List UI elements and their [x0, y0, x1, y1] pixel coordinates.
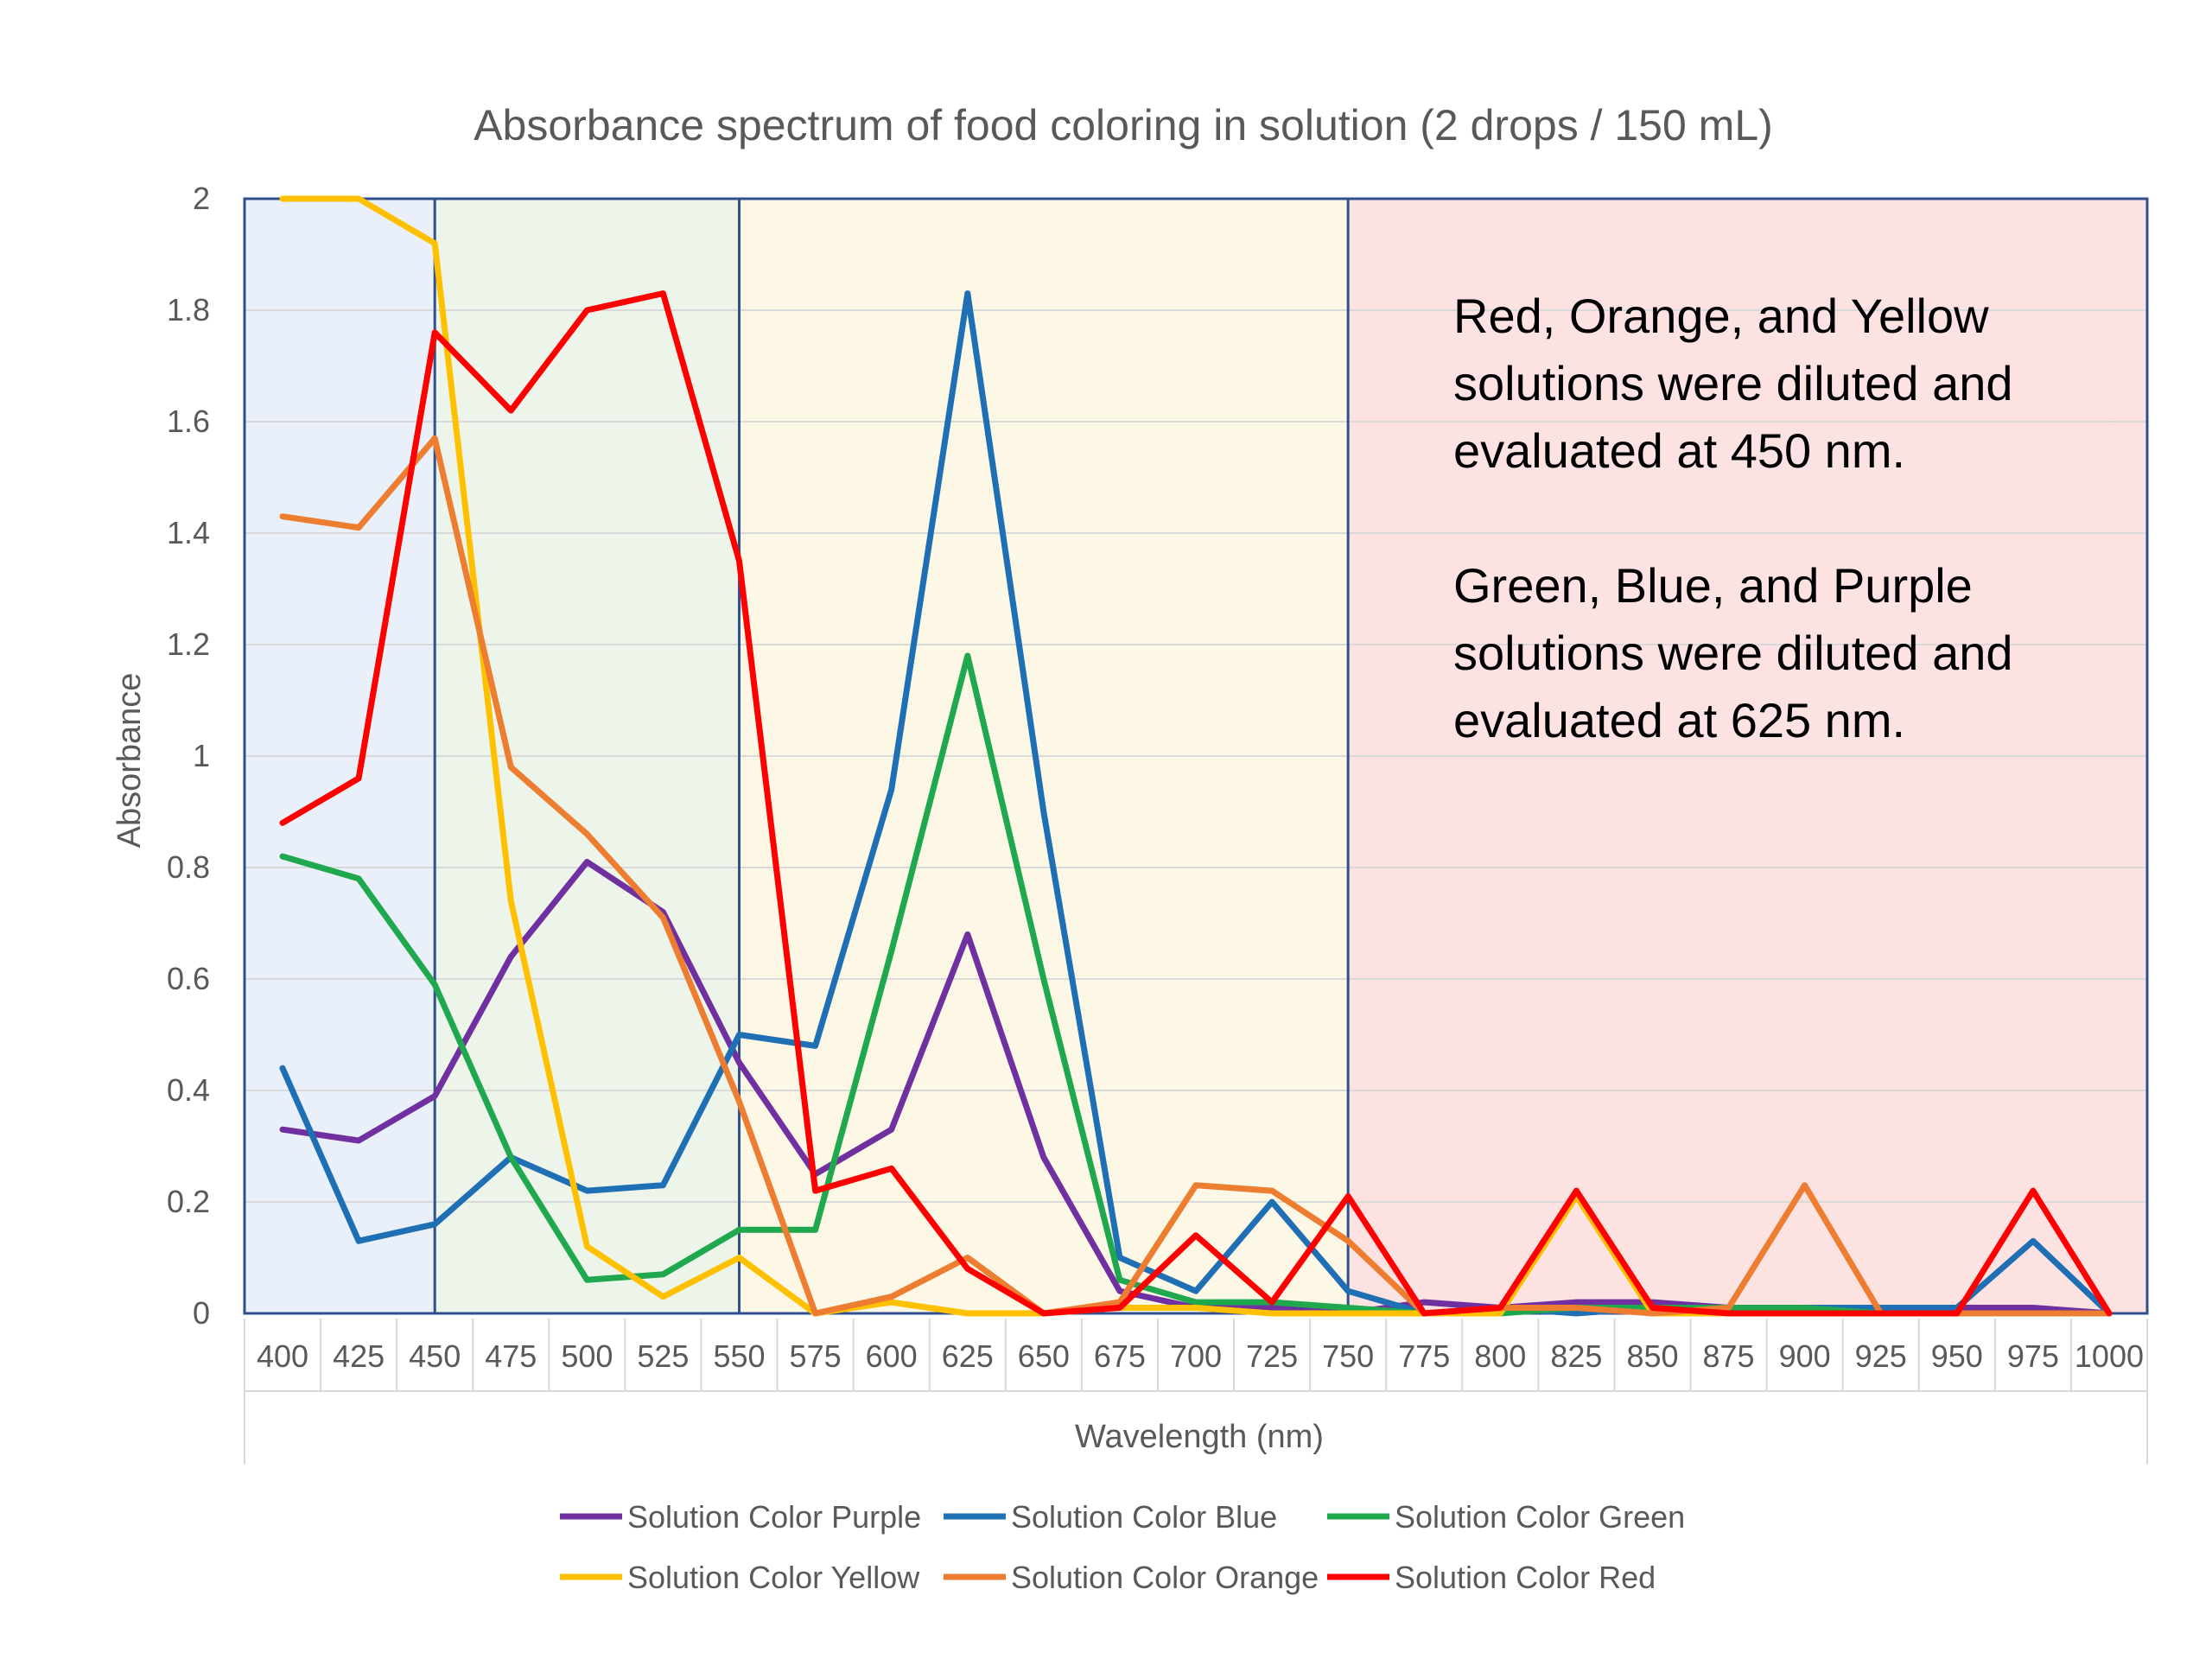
series-line-solution-color-orange: [279, 435, 2113, 1317]
y-tick-label: 1.4: [167, 515, 210, 550]
x-tick-label: 675: [1094, 1338, 1146, 1374]
x-tick-label: 500: [561, 1338, 613, 1374]
x-tick-label: 950: [1931, 1338, 1983, 1374]
x-tick-label: 525: [637, 1338, 689, 1374]
legend-label-solution-color-blue: Solution Color Blue: [1011, 1499, 1277, 1535]
annotation-line: evaluated at 450 nm.: [1453, 423, 1905, 478]
x-tick-label: 475: [485, 1338, 537, 1374]
y-tick-label: 0.4: [167, 1072, 210, 1108]
axes: 0 0.2 0.4 0.6 0.8 1 1.2 1.4 1.6 1.8 2 400 425 450 475 5…: [167, 181, 2148, 1465]
x-tick-label: 1000: [2075, 1338, 2144, 1374]
x-tick-label: 850: [1626, 1338, 1678, 1374]
y-tick-label: 0.2: [167, 1184, 210, 1219]
y-tick-label: 1.8: [167, 292, 210, 327]
legend-label-solution-color-purple: Solution Color Purple: [627, 1499, 921, 1535]
x-tick-label: 625: [942, 1338, 994, 1374]
annotation-line: Green, Blue, and Purple: [1453, 558, 1973, 613]
x-axis-title: Wavelength (nm): [1075, 1419, 1324, 1455]
x-tick-label: 600: [866, 1338, 918, 1374]
legend: Solution Color Purple Solution Color Blue…: [560, 1499, 1685, 1595]
x-tick-label: 575: [790, 1338, 842, 1374]
x-tick-label: 400: [257, 1338, 308, 1374]
y-tick-label: 1.2: [167, 626, 210, 662]
y-tick-label: 1: [193, 738, 210, 773]
x-tick-label: 975: [2007, 1338, 2059, 1374]
x-tick-label: 875: [1703, 1338, 1755, 1374]
legend-label-solution-color-red: Solution Color Red: [1395, 1560, 1656, 1595]
legend-label-solution-color-orange: Solution Color Orange: [1011, 1560, 1319, 1595]
annotations: Red, Orange, and Yellow solutions were di…: [1453, 289, 2013, 747]
x-tick-label: 750: [1322, 1338, 1374, 1374]
x-tick-label: 775: [1398, 1338, 1450, 1374]
x-tick-label: 450: [409, 1338, 461, 1374]
annotation-line: solutions were diluted and: [1453, 626, 2013, 680]
x-tick-label: 825: [1550, 1338, 1602, 1374]
y-axis-title: Absorbance: [111, 673, 148, 849]
x-tick-label: 700: [1170, 1338, 1222, 1374]
x-tick-label: 925: [1855, 1338, 1907, 1374]
legend-label-solution-color-yellow: Solution Color Yellow: [627, 1560, 920, 1595]
series-line-solution-color-green: [279, 652, 2113, 1317]
x-tick-label: 425: [333, 1338, 385, 1374]
y-tick-label: 0.6: [167, 961, 210, 996]
series-line-solution-color-red: [279, 290, 2113, 1317]
y-tick-label: 1.6: [167, 404, 210, 439]
region-dividers: [243, 197, 2149, 1315]
annotation-line: Red, Orange, and Yellow: [1453, 289, 1989, 343]
x-tick-label: 800: [1474, 1338, 1526, 1374]
y-tick-label: 2: [193, 181, 210, 216]
annotation-line: evaluated at 625 nm.: [1453, 693, 1905, 747]
y-tick-label: 0: [193, 1295, 210, 1331]
plot-frame: [243, 197, 2149, 1315]
legend-label-solution-color-green: Solution Color Green: [1395, 1499, 1685, 1535]
x-tick-label: 900: [1779, 1338, 1831, 1374]
series-lines: [279, 195, 2113, 1317]
x-tick-label: 650: [1018, 1338, 1070, 1374]
x-tick-label: 725: [1246, 1338, 1298, 1374]
x-tick-label: 550: [713, 1338, 765, 1374]
y-tick-label: 0.8: [167, 849, 210, 885]
chart-title: Absorbance spectrum of food coloring in …: [474, 101, 1773, 149]
annotation-line: solutions were diluted and: [1453, 356, 2013, 410]
